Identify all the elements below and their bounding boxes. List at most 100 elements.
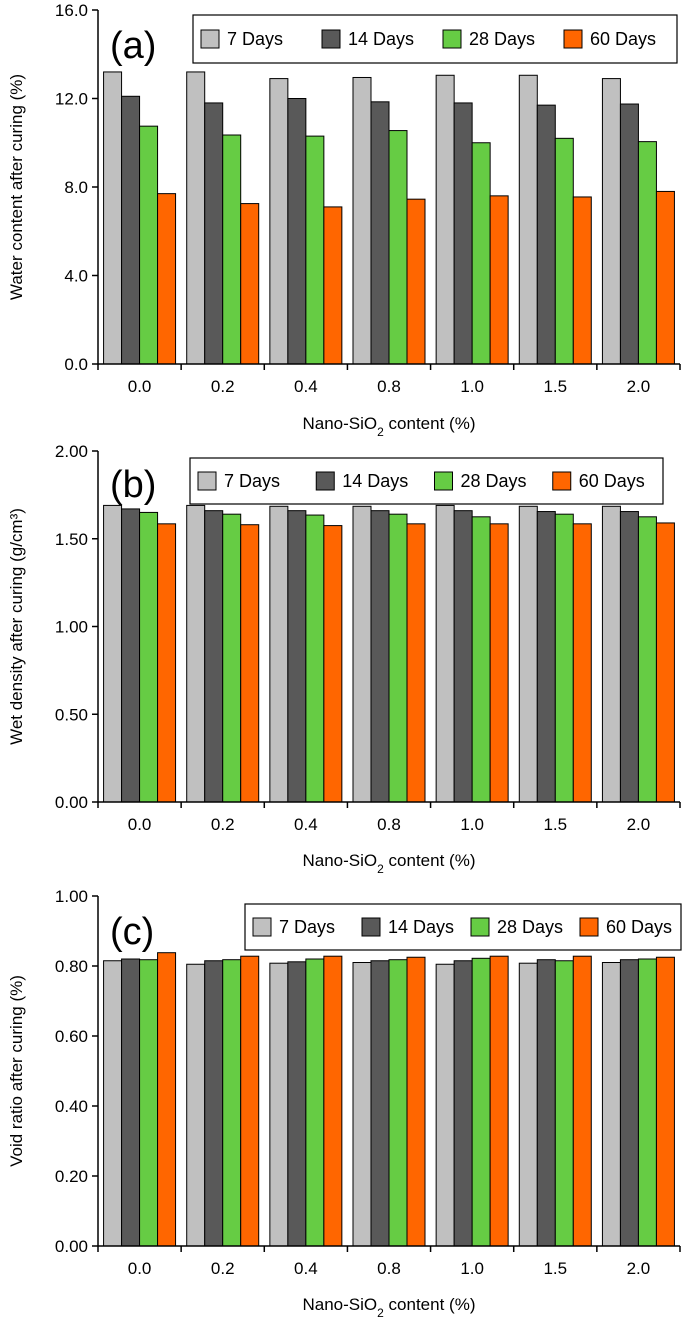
x-axis-label-suffix: content (%) (384, 414, 476, 433)
legend-swatch-60-days (552, 471, 572, 491)
bar-28-days-1.0 (471, 142, 491, 365)
x-tick-label: 0.8 (377, 377, 401, 396)
bar-60-days-1.0 (489, 955, 509, 1247)
y-axis-label: Void ratio after curing (%) (7, 975, 26, 1167)
panel-label: (a) (110, 25, 156, 67)
bar-28-days-0.0 (139, 125, 159, 365)
x-tick-label: 1.0 (460, 1259, 484, 1278)
legend-label-60-days: 60 Days (606, 917, 672, 937)
x-tick-label: 0.2 (211, 1259, 235, 1278)
bar-60-days-0.8 (406, 198, 426, 365)
x-tick-label: 1.5 (543, 377, 567, 396)
y-tick-label: 0.40 (55, 1097, 88, 1116)
legend-swatch-14-days (315, 471, 335, 491)
panel-label: (b) (110, 464, 156, 506)
bar-60-days-0.2 (240, 524, 260, 803)
legend-swatch-7-days (200, 29, 220, 49)
bar-60-days-1.5 (572, 196, 592, 365)
bar-60-days-0.8 (406, 523, 426, 803)
bar-60-days-0.0 (157, 193, 177, 365)
bar-28-days-2.0 (637, 141, 657, 365)
legend-label-14-days: 14 Days (348, 29, 414, 49)
x-tick-label: 2.0 (627, 377, 651, 396)
x-axis-label-suffix: content (%) (384, 1295, 476, 1314)
y-tick-label: 0.80 (55, 957, 88, 976)
bar-14-days-2.0 (619, 511, 639, 803)
y-tick-label: 0.50 (55, 705, 88, 724)
bar-14-days-0.2 (204, 102, 224, 365)
x-axis-label-text: Nano-SiO (303, 851, 378, 870)
bar-7-days-0.2 (186, 71, 206, 365)
legend-swatch-60-days (563, 29, 583, 49)
x-axis-label-text: Nano-SiO (303, 414, 378, 433)
legend-label-28-days: 28 Days (497, 917, 563, 937)
x-tick-label: 2.0 (627, 1259, 651, 1278)
y-tick-label: 16.0 (55, 1, 88, 20)
x-tick-label: 0.4 (294, 1259, 318, 1278)
bar-60-days-0.4 (323, 525, 343, 803)
legend-label-7-days: 7 Days (227, 29, 283, 49)
y-tick-label: 2.00 (55, 442, 88, 461)
bar-14-days-0.0 (121, 958, 141, 1247)
x-axis-label-text: Nano-SiO (303, 1295, 378, 1314)
chart-panel-2: 0.00 0.50 1.00 1.50 2.00 0.0 0.2 0.4 0.8 1.0 1.5 2.… (7, 442, 681, 876)
bar-60-days-1.0 (489, 195, 509, 365)
bar-28-days-1.5 (554, 960, 574, 1247)
legend-label-7-days: 7 Days (279, 917, 335, 937)
x-tick-label: 0.4 (294, 815, 318, 834)
bar-14-days-1.5 (536, 511, 556, 803)
x-axis-label: Nano-SiO2 content (%) (303, 1295, 476, 1320)
bar-28-days-0.8 (388, 513, 408, 803)
bar-14-days-0.0 (121, 508, 141, 803)
bar-14-days-0.8 (370, 510, 390, 803)
bar-7-days-0.4 (269, 962, 289, 1247)
bar-28-days-0.8 (388, 959, 408, 1247)
bar-7-days-0.8 (352, 76, 372, 365)
bar-60-days-1.5 (572, 955, 592, 1247)
bar-60-days-0.2 (240, 203, 260, 365)
bar-60-days-0.0 (157, 952, 177, 1247)
bar-7-days-0.4 (269, 505, 289, 803)
x-tick-label: 2.0 (627, 815, 651, 834)
bar-7-days-2.0 (601, 78, 621, 365)
y-tick-label: 12.0 (55, 90, 88, 109)
bar-28-days-0.2 (222, 134, 242, 365)
x-axis-label-subscript: 2 (377, 425, 384, 439)
bar-7-days-1.5 (518, 74, 538, 365)
y-tick-label: 1.00 (55, 618, 88, 637)
bar-28-days-2.0 (637, 958, 657, 1247)
bar-14-days-2.0 (619, 103, 639, 365)
bar-28-days-1.0 (471, 516, 491, 803)
y-axis-label: Wet density after curing (g/cm³) (7, 508, 26, 745)
bar-7-days-1.0 (435, 504, 455, 803)
x-tick-label: 0.8 (377, 1259, 401, 1278)
bar-14-days-1.5 (536, 959, 556, 1247)
bar-60-days-1.5 (572, 523, 592, 803)
legend-swatch-60-days (579, 917, 599, 937)
bar-7-days-0.2 (186, 963, 206, 1247)
bar-28-days-1.5 (554, 137, 574, 365)
legend-label-60-days: 60 Days (579, 471, 645, 491)
bar-28-days-2.0 (637, 516, 657, 803)
bar-14-days-1.0 (453, 960, 473, 1247)
y-tick-label: 0.00 (55, 793, 88, 812)
x-tick-label: 0.4 (294, 377, 318, 396)
chart-panel-3: 0.00 0.20 0.40 0.60 0.80 1.00 0.0 0.2 0.4 0.8 1.0 1… (7, 887, 682, 1320)
y-tick-label: 0.0 (64, 355, 88, 374)
bar-60-days-0.0 (157, 523, 177, 803)
bar-14-days-0.2 (204, 510, 224, 803)
legend-box (244, 903, 682, 951)
bar-14-days-0.4 (287, 98, 307, 365)
x-tick-label: 0.0 (128, 377, 152, 396)
bar-28-days-0.2 (222, 513, 242, 803)
bar-7-days-2.0 (601, 962, 621, 1247)
x-axis-label-subscript: 2 (377, 1306, 384, 1320)
bar-28-days-1.0 (471, 957, 491, 1247)
y-tick-label: 0.20 (55, 1167, 88, 1186)
legend-label-28-days: 28 Days (461, 471, 527, 491)
bar-60-days-0.2 (240, 955, 260, 1247)
bar-14-days-1.0 (453, 102, 473, 365)
legend-label-14-days: 14 Days (388, 917, 454, 937)
bar-7-days-0.2 (186, 504, 206, 803)
legend-swatch-14-days (361, 917, 381, 937)
